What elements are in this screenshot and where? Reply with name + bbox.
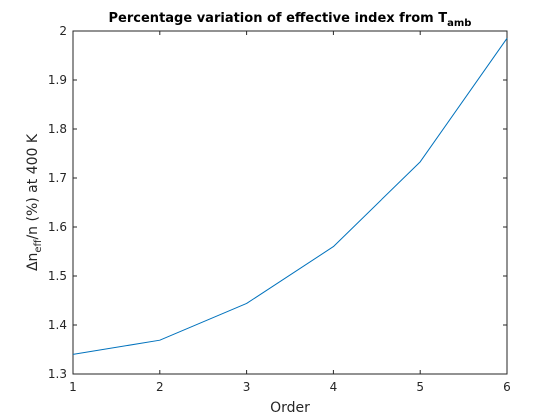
y-tick-label: 1.4 xyxy=(48,318,67,332)
y-axis-label-suffix: /n (%) at 400 K xyxy=(25,133,41,239)
y-axis-label-prefix: Δn xyxy=(25,253,41,271)
y-tick-label: 2 xyxy=(59,24,67,38)
y-tick-label: 1.8 xyxy=(48,122,67,136)
x-tick-label: 3 xyxy=(243,380,251,394)
x-tick-label: 4 xyxy=(330,380,338,394)
y-axis-label: Δneff/n (%) at 400 K xyxy=(25,133,44,271)
y-tick-label: 1.3 xyxy=(48,367,67,381)
y-axis-label-subscript: eff xyxy=(33,238,44,252)
y-tick-label: 1.7 xyxy=(48,171,67,185)
y-tick-label: 1.9 xyxy=(48,73,67,87)
x-axis-label: Order xyxy=(270,400,310,416)
y-tick-label: 1.5 xyxy=(48,269,67,283)
series-line xyxy=(72,38,508,355)
y-axis-ticks: 1.3 1.4 1.5 1.6 1.7 1.8 1.9 2 xyxy=(48,24,507,381)
x-axis-ticks: 1 2 3 4 5 6 xyxy=(69,31,511,394)
x-tick-label: 5 xyxy=(416,380,424,394)
y-tick-label: 1.6 xyxy=(48,220,67,234)
x-tick-label: 6 xyxy=(503,380,511,394)
chart-title: Percentage variation of effective index … xyxy=(109,11,472,29)
plot-area: 1 2 3 4 5 6 1.3 1.4 1.5 1.6 1.7 1.8 1.9 2 xyxy=(48,24,511,394)
x-tick-label: 1 xyxy=(69,380,77,394)
chart-title-subscript: amb xyxy=(447,18,471,29)
x-tick-label: 2 xyxy=(156,380,164,394)
series-layer xyxy=(72,38,508,355)
chart-title-main: Percentage variation of effective index … xyxy=(109,11,448,26)
axes-box xyxy=(72,30,508,375)
